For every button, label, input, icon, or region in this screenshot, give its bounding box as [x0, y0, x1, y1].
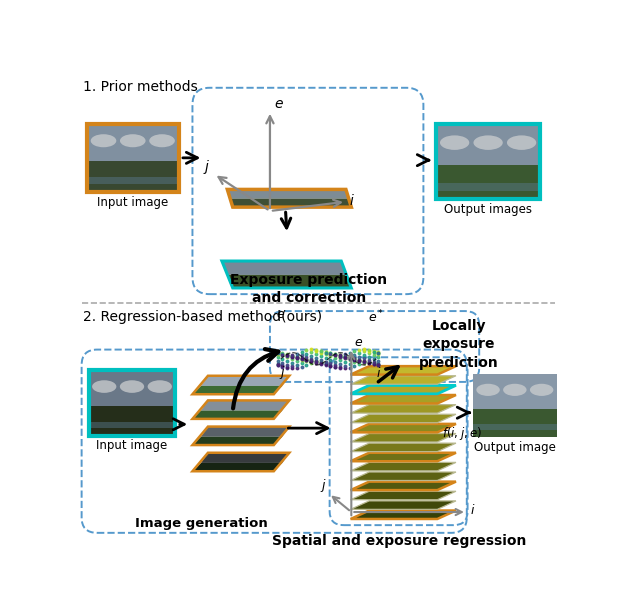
Text: Output image: Output image: [474, 441, 556, 454]
Text: $e$: $e$: [274, 97, 284, 111]
Bar: [88, 370, 175, 436]
Polygon shape: [351, 414, 456, 423]
Polygon shape: [230, 198, 351, 207]
Polygon shape: [222, 261, 346, 275]
Polygon shape: [351, 492, 456, 500]
Polygon shape: [351, 443, 456, 452]
Ellipse shape: [530, 384, 554, 396]
Text: $i$: $i$: [376, 365, 381, 379]
Text: Locally
exposure
prediction: Locally exposure prediction: [419, 318, 499, 370]
Bar: [88, 407, 175, 436]
Ellipse shape: [473, 136, 503, 150]
Polygon shape: [351, 501, 456, 509]
Polygon shape: [201, 400, 289, 410]
Bar: [436, 124, 541, 166]
Polygon shape: [351, 424, 456, 432]
Text: $j$: $j$: [203, 158, 210, 176]
Polygon shape: [351, 376, 456, 384]
Text: $e$: $e$: [276, 308, 285, 321]
Text: Exposure prediction
and correction: Exposure prediction and correction: [230, 272, 388, 305]
Polygon shape: [192, 386, 282, 394]
Ellipse shape: [149, 134, 175, 147]
Text: Input image: Input image: [97, 195, 169, 209]
Text: $i$: $i$: [349, 193, 355, 208]
Polygon shape: [351, 463, 456, 471]
Polygon shape: [192, 410, 282, 419]
Ellipse shape: [507, 136, 536, 150]
Text: Image generation: Image generation: [136, 517, 268, 530]
Text: 1. Prior methods: 1. Prior methods: [83, 80, 198, 94]
Polygon shape: [351, 386, 456, 394]
Ellipse shape: [92, 380, 116, 393]
Bar: [436, 184, 541, 191]
Bar: [87, 161, 179, 192]
Polygon shape: [201, 453, 289, 463]
Bar: [473, 409, 557, 437]
Text: Input image: Input image: [96, 439, 167, 452]
Ellipse shape: [120, 380, 144, 393]
Ellipse shape: [91, 134, 116, 147]
Polygon shape: [351, 434, 456, 442]
Bar: [436, 124, 541, 200]
Text: $j$: $j$: [279, 364, 286, 381]
Text: Spatial and exposure regression: Spatial and exposure regression: [272, 534, 527, 548]
Polygon shape: [192, 463, 282, 471]
Bar: [473, 374, 557, 409]
Polygon shape: [227, 275, 351, 288]
Bar: [436, 166, 541, 200]
Ellipse shape: [476, 384, 500, 396]
Ellipse shape: [503, 384, 527, 396]
Bar: [88, 422, 175, 429]
Polygon shape: [201, 376, 289, 386]
Bar: [87, 177, 179, 184]
Polygon shape: [351, 366, 456, 375]
Polygon shape: [201, 426, 289, 437]
Ellipse shape: [440, 136, 469, 150]
Text: $i$: $i$: [470, 503, 475, 517]
Text: $f(i,j,e)$: $f(i,j,e)$: [442, 425, 482, 442]
Bar: [87, 124, 179, 192]
Text: Output images: Output images: [443, 203, 532, 216]
Text: $e^*$: $e^*$: [368, 308, 384, 325]
Text: $j$: $j$: [320, 477, 327, 494]
Polygon shape: [351, 405, 456, 413]
Text: $e$: $e$: [354, 336, 363, 349]
Ellipse shape: [147, 380, 172, 393]
Text: 2. Regression-based method(ours): 2. Regression-based method(ours): [83, 309, 322, 323]
Polygon shape: [351, 482, 456, 490]
Polygon shape: [227, 189, 348, 198]
Polygon shape: [351, 472, 456, 480]
Polygon shape: [351, 511, 456, 519]
Polygon shape: [192, 437, 282, 445]
Polygon shape: [351, 395, 456, 403]
Bar: [87, 124, 179, 161]
Polygon shape: [351, 453, 456, 461]
Bar: [88, 370, 175, 407]
Bar: [473, 424, 557, 430]
Ellipse shape: [120, 134, 146, 147]
